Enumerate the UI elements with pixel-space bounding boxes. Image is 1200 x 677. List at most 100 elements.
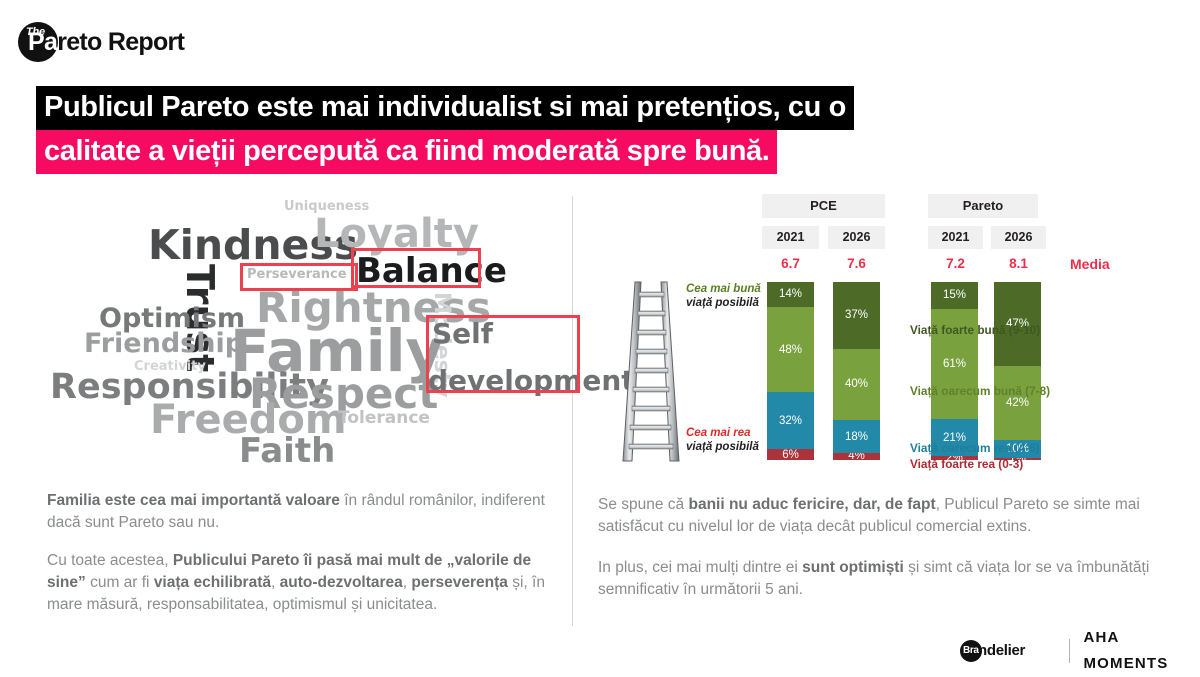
logo-word-part-2: reto Report <box>57 28 185 56</box>
word-cloud-term: Respect <box>249 369 439 418</box>
logo-circle-icon <box>18 22 58 62</box>
word-cloud-term: Rightness <box>256 283 492 332</box>
bar-segment: 14% <box>767 282 814 307</box>
word-cloud-term: Friendship <box>84 328 245 359</box>
legend-item-very-bad: Viață foarte rea (0-3) <box>910 457 1024 471</box>
year-header-pce-2021: 2021 <box>762 226 819 249</box>
left-p2-e: , <box>270 574 280 591</box>
word-cloud-term: Optimism <box>99 303 246 334</box>
word-cloud-term: Loyalty <box>314 211 479 257</box>
headline-line-2: calitate a vieții percepută ca fiind mod… <box>36 130 778 174</box>
bar-pce-2021: 14% 48% 32% 6% <box>767 282 814 460</box>
left-p1-rest: în rândul românilor, indiferent dacă sun… <box>47 492 545 531</box>
bar-segment: 37% <box>833 282 880 349</box>
right-p1-a: Se spune că <box>598 496 689 513</box>
bar-segment: 47% <box>994 282 1041 366</box>
bar-segment: 15% <box>931 282 978 309</box>
year-header-pareto-2021: 2021 <box>928 226 983 249</box>
year-header-pce-2026: 2026 <box>828 226 885 249</box>
ladder-illustration <box>620 280 682 470</box>
logo-word-part-1: Pa <box>28 28 58 56</box>
footer-logos: Bra ndelier AHA MOMENTS <box>960 629 1200 672</box>
page-title: Publicul Pareto este mai individualist s… <box>36 86 854 174</box>
footer-logo-separator <box>1068 639 1070 663</box>
ladder-top-line-2: viață posibilă <box>686 297 759 310</box>
right-p2-c: și simt că viața lor se va îmbunătăți se… <box>598 558 1150 599</box>
ladder-bottom-line-2: viață posibilă <box>686 441 759 454</box>
right-paragraph-2: In plus, cei mai mulți dintre ei sunt op… <box>598 557 1158 602</box>
right-p1-c: , Publicul Pareto se simte mai satisfăcu… <box>598 496 1140 536</box>
right-p2-a: In plus, cei mai mulți dintre ei <box>598 558 803 576</box>
left-paragraph-2: Cu toate acestea, Publicului Pareto îi p… <box>47 550 552 616</box>
left-p2-h: perseverența <box>411 574 508 591</box>
brandelier-wordmark: ndelier <box>978 642 1026 659</box>
left-body-text: Familia este cea mai importantă valoare … <box>47 490 552 616</box>
ladder-top-line-1: Cea mai bună <box>686 283 761 295</box>
word-cloud-term: Creativity <box>134 359 206 374</box>
column-divider <box>572 196 573 626</box>
left-p2-d: viața echilibrată <box>153 574 271 591</box>
right-p1-b: banii nu aduc fericire, dar, de fapt <box>688 496 936 513</box>
bar-segment: 42% <box>994 365 1041 441</box>
ladder-bottom-note: Cea mai rea viață posibilă <box>686 426 759 455</box>
year-header-pareto-2026: 2026 <box>991 226 1046 249</box>
word-cloud-term: Perseverance <box>247 267 347 282</box>
headline-line-1: Publicul Pareto este mai individualist s… <box>36 86 854 130</box>
left-p1-strong: Familia este cea mai importantă valoare <box>47 492 340 509</box>
brandelier-circle-icon <box>960 640 982 662</box>
word-cloud-term: Responsibility <box>50 367 329 407</box>
left-p2-i: și, în mare măsură, responsabilitatea, o… <box>47 574 545 613</box>
word-cloud-term: Uniqueness <box>284 199 370 214</box>
logo-badge-text: The <box>26 26 45 38</box>
brandelier-logo: Bra ndelier <box>960 638 1053 664</box>
mean-pareto-2021: 7.2 <box>946 256 965 271</box>
right-p2-b: sunt optimiști <box>802 558 904 576</box>
word-cloud-term: Self <box>432 317 493 350</box>
word-cloud: Uniqueness Kindness Loyalty Trust Perseveran… <box>40 192 635 477</box>
word-cloud-term: Family <box>230 317 444 385</box>
bar-segment: 4% <box>833 452 880 460</box>
bar-segment: 32% <box>767 392 814 450</box>
right-paragraph-1: Se spune că banii nu aduc fericire, dar,… <box>598 494 1158 539</box>
left-p2-g: , <box>402 574 412 591</box>
legend-item-very-good: Viață foarte bună (9-10) <box>910 323 1041 337</box>
bar-pareto-2021: 15%61%21%2% <box>931 282 978 460</box>
brand-logo: The Pareto Report <box>18 22 185 62</box>
logo-wordmark: Pareto Report <box>28 22 185 62</box>
ladder-top-note: Cea mai bună viață posibilă <box>686 282 761 311</box>
left-p2-f: auto-dezvoltarea <box>279 574 403 591</box>
left-p2-b: Publicului Pareto îi pasă mai mult de „v… <box>47 552 532 591</box>
word-cloud-term: development <box>428 364 635 397</box>
group-header-pce: PCE <box>762 194 885 218</box>
ladder-bottom-line-1: Cea mai rea <box>686 427 751 439</box>
word-cloud-term: Freedom <box>150 397 347 443</box>
highlight-box-perseverance <box>240 263 358 291</box>
mean-pareto-2026: 8.1 <box>1009 256 1028 271</box>
left-paragraph-1: Familia este cea mai importantă valoare … <box>47 490 552 534</box>
bar-segment: 18% <box>833 420 880 453</box>
bar-segment: 10% <box>994 440 1041 459</box>
bar-segment: 40% <box>833 348 880 421</box>
brandelier-badge-text: Bra <box>963 645 979 656</box>
left-p2-c: cum ar fi <box>85 574 154 591</box>
legend-item-somewhat-good: Viață oarecum bună (7-8) <box>910 384 1051 398</box>
bar-segment: 61% <box>931 308 978 419</box>
word-cloud-term: Faith <box>239 431 336 471</box>
word-cloud-term: Kindness <box>148 221 359 269</box>
right-body-text: Se spune că banii nu aduc fericire, dar,… <box>598 494 1158 602</box>
word-cloud-term: Tolerance <box>338 408 430 428</box>
aha-moments-logo: AHA MOMENTS <box>1083 629 1169 672</box>
group-header-pareto: Pareto <box>928 194 1038 218</box>
legend-item-somewhat-bad: Viață oarecum rea (4-6) <box>910 441 1040 455</box>
bar-pce-2026: 37% 40% 18% 4% <box>833 282 880 460</box>
bar-segment: 1% <box>994 458 1041 460</box>
highlight-box-balance <box>351 248 481 288</box>
stacked-bar-chart: Cea mai bună viață posibilă Cea mai rea … <box>598 194 1198 479</box>
mean-pce-2026: 7.6 <box>847 256 866 271</box>
bar-segment: 21% <box>931 418 978 457</box>
left-p2-a: Cu toate acestea, <box>47 552 173 569</box>
highlight-box-self-development <box>426 315 580 393</box>
bar-segment: 6% <box>767 449 814 460</box>
bar-pareto-2026: 47%42%10%1% <box>994 282 1041 460</box>
mean-pce-2021: 6.7 <box>781 256 800 271</box>
